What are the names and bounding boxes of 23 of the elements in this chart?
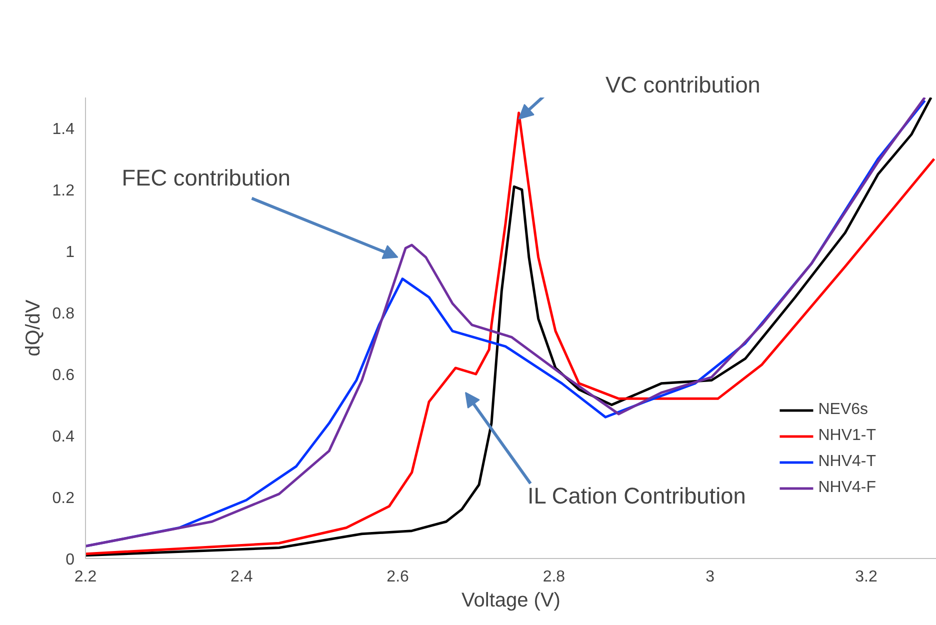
y-tick-label: 0.8 [52,306,75,323]
legend-label: NHV4-T [818,453,876,471]
legend-label: NEV6s [818,401,868,419]
x-tick-label: 3.2 [855,568,878,586]
x-tick-label: 2.6 [386,568,410,586]
legend-label: NHV4-F [818,479,876,497]
annotation: VC contribution [606,72,760,98]
annotation: FEC contribution [122,164,291,190]
annotation: IL Cation Contribution [528,482,746,508]
x-tick-label: 2.4 [230,568,253,586]
y-tick-label: 1.4 [52,121,75,138]
y-tick-label: 1 [66,244,75,262]
y-tick-label: 0 [66,552,75,568]
y-tick-label: 0.6 [52,367,75,384]
x-tick-label: 2.8 [542,568,566,586]
y-tick-label: 0.2 [52,490,75,508]
y-axis-title: dQ/dV [22,298,44,356]
x-axis-title: Voltage (V) [462,590,560,612]
legend-label: NHV1-T [818,427,876,445]
y-tick-label: 1.2 [52,182,75,200]
y-tick-label: 0.4 [52,428,75,446]
x-tick-label: 2.2 [74,568,97,586]
x-tick-label: 3 [706,568,715,586]
